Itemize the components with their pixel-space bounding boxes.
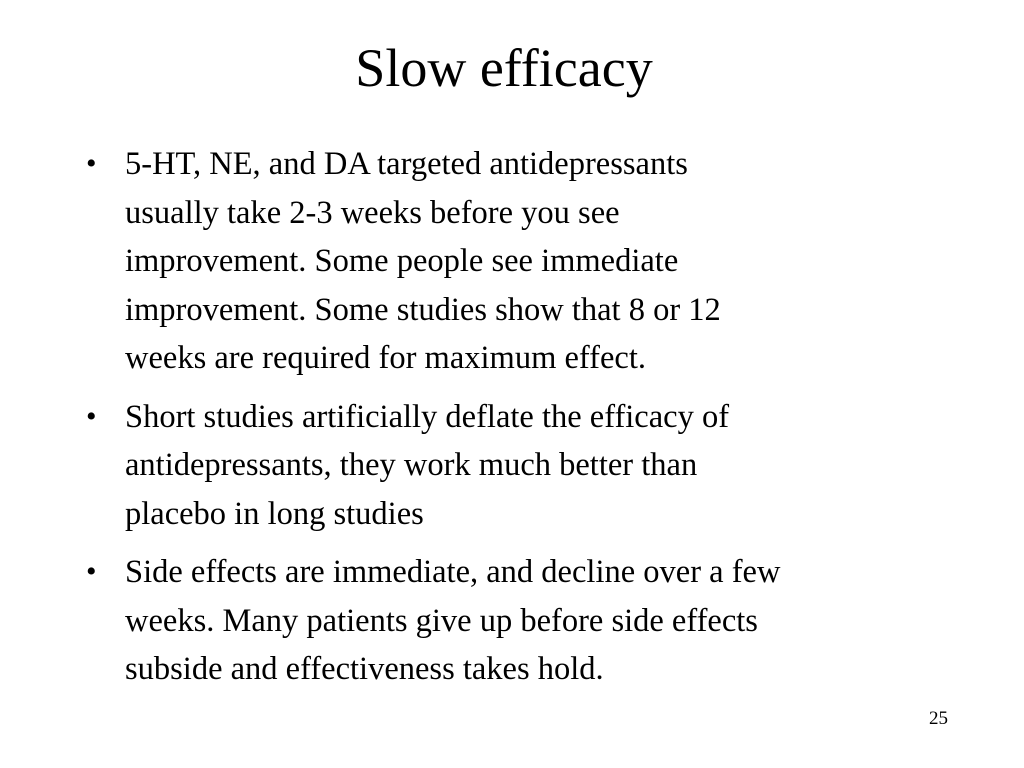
bullet-line: Side effects are immediate, and decline … — [125, 554, 781, 590]
bullet-line: improvement. Some studies show that 8 or… — [125, 291, 721, 328]
bullet-icon: • — [86, 555, 97, 588]
bullet-line: weeks are required for maximum effect. — [125, 340, 646, 376]
bullet-icon: • — [86, 147, 97, 180]
bullet-icon: • — [86, 399, 97, 433]
bullet-item: • Side effects are immediate, and declin… — [86, 548, 946, 694]
bullet-item: • 5-HT, NE, and DA targeted antidepressa… — [86, 140, 946, 383]
bullet-line: improvement. Some people see immediate — [125, 243, 679, 279]
bullet-line: antidepressants, they work much better t… — [125, 447, 698, 483]
slide-title: Slow efficacy — [355, 38, 653, 98]
bullet-line: weeks. Many patients give up before side… — [125, 602, 758, 639]
bullet-list: • 5-HT, NE, and DA targeted antidepressa… — [86, 140, 946, 704]
page-number: 25 — [929, 708, 948, 729]
bullet-line: 5-HT, NE, and DA targeted antidepressant… — [125, 146, 688, 182]
bullet-text: Side effects are immediate, and decline … — [125, 548, 946, 694]
bullet-text: 5-HT, NE, and DA targeted antidepressant… — [125, 140, 946, 383]
bullet-line: Short studies artificially deflate the e… — [125, 398, 730, 435]
bullet-line: subside and effectiveness takes hold. — [125, 651, 604, 687]
bullet-line: placebo in long studies — [125, 495, 424, 532]
bullet-text: Short studies artificially deflate the e… — [125, 393, 946, 539]
bullet-line: usually take 2-3 weeks before you see — [125, 194, 620, 231]
bullet-item: • Short studies artificially deflate the… — [86, 393, 946, 539]
